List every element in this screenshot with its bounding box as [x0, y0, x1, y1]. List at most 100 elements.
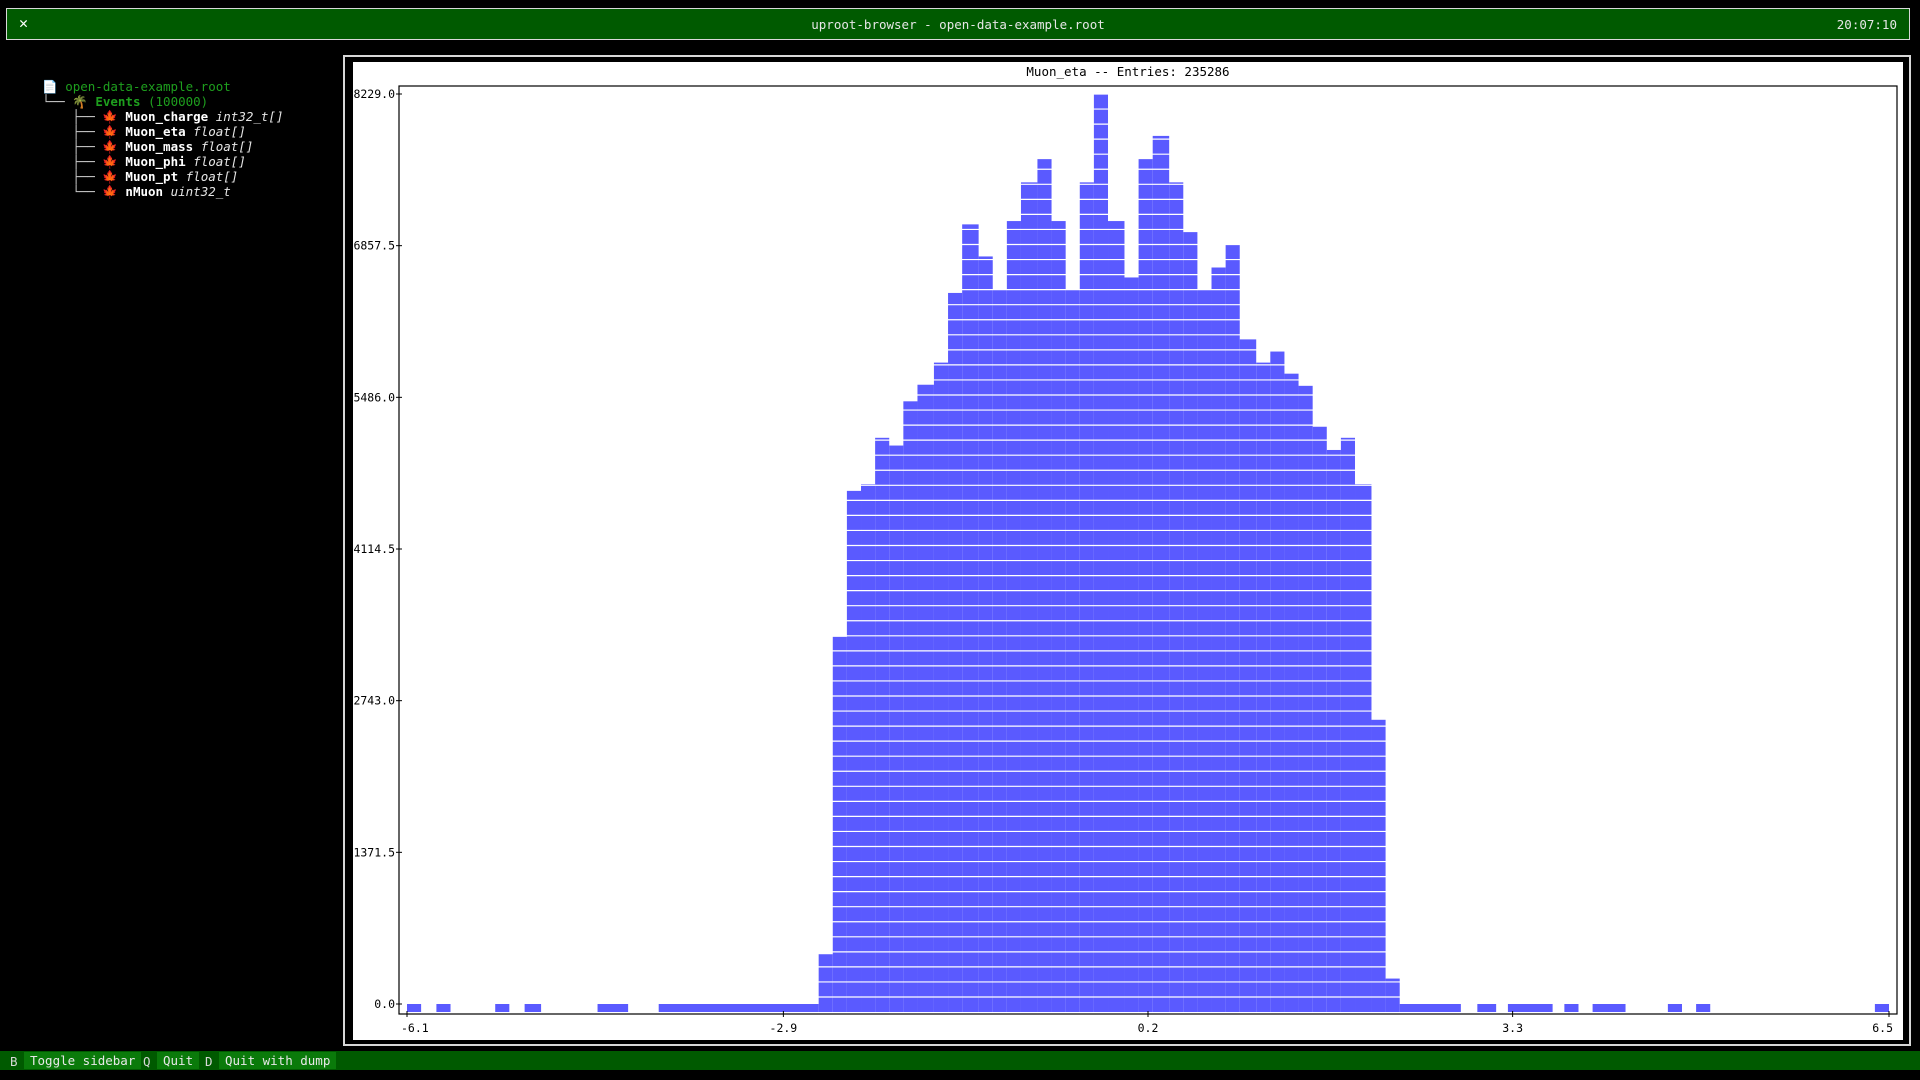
branch-type: int32_t[] — [215, 109, 284, 124]
histogram-bar — [978, 256, 993, 1012]
histogram-bar — [1667, 1004, 1682, 1012]
branch-name: Muon_eta — [125, 124, 186, 139]
histogram-bar — [597, 1004, 629, 1012]
histogram-bar — [861, 484, 876, 1012]
tree-icon: 🌴 — [72, 94, 96, 109]
tree-branch-item[interactable]: ├── 🍁 Muon_pt float[] — [42, 169, 239, 184]
histogram-bar — [1169, 182, 1184, 1012]
histogram-bar — [917, 384, 934, 1012]
histogram-bar — [1564, 1004, 1579, 1012]
plot-title: Muon_eta -- Entries: 235286 — [1026, 64, 1230, 79]
x-tick-label: -6.1 — [401, 1021, 429, 1035]
title-bar: ✕ uproot-browser - open-data-example.roo… — [6, 8, 1910, 40]
y-tick-label: 0.0 — [374, 997, 395, 1011]
branch-name: Muon_charge — [125, 109, 209, 124]
toggle-sidebar-button[interactable]: Toggle sidebar — [24, 1052, 142, 1069]
histogram-bar — [1270, 351, 1285, 1012]
histogram-bar — [436, 1004, 451, 1012]
histogram-bar — [962, 224, 979, 1012]
key-hint: D — [205, 1054, 213, 1069]
tree-branch-item[interactable]: ├── 🍁 Muon_mass float[] — [42, 139, 254, 154]
histogram-bar — [1183, 232, 1198, 1012]
window-title: uproot-browser - open-data-example.root — [811, 17, 1105, 32]
histogram-bar — [875, 437, 890, 1013]
histogram-bar — [658, 1004, 819, 1012]
branch-name: nMuon — [125, 184, 164, 199]
tree-name: Events — [95, 94, 141, 109]
tree-root-file[interactable]: 📄 open-data-example.root — [12, 64, 231, 109]
leaf-array-icon: 🍁 — [102, 154, 126, 169]
leaf-array-icon: 🍁 — [102, 169, 126, 184]
histogram-bar — [1006, 221, 1021, 1012]
branch-type: uint32_t — [170, 184, 231, 199]
y-tick-label: 5486.0 — [353, 390, 395, 404]
file-icon: 📄 — [42, 79, 66, 94]
quit-with-dump-button[interactable]: Quit with dump — [219, 1052, 337, 1069]
sidebar-tree: 📄 open-data-example.root └── 🌴 Events (1… — [0, 48, 340, 1048]
histogram-bar — [1507, 1004, 1553, 1012]
y-tick-label: 1371.5 — [353, 845, 395, 859]
histogram-bar — [1312, 426, 1327, 1013]
key-hint: Q — [143, 1054, 151, 1069]
histogram-bar — [1037, 159, 1052, 1012]
leaf-array-icon: 🍁 — [102, 109, 126, 124]
histogram-bar — [818, 954, 833, 1012]
histogram-bar — [1874, 1004, 1889, 1012]
tree-branch-item[interactable]: ├── 🍁 Muon_phi float[] — [42, 154, 246, 169]
branch-type: float[] — [193, 154, 246, 169]
quit-button[interactable]: Quit — [157, 1052, 200, 1069]
branch-type: float[] — [185, 169, 239, 184]
tree-branch-item[interactable]: ├── 🍁 Muon_eta float[] — [42, 124, 246, 139]
leaf-scalar-icon: 🍁 — [102, 184, 126, 199]
histogram-bar — [1051, 221, 1066, 1012]
histogram-bar — [1124, 277, 1139, 1012]
status-bar: B Toggle sidebar Q Quit D Quit with dump — [0, 1050, 1920, 1072]
histogram-bar — [1108, 221, 1125, 1012]
y-tick-label: 2743.0 — [353, 694, 395, 708]
histogram-bar — [407, 1004, 422, 1012]
histogram-bar — [1020, 182, 1038, 1012]
tree-count: (100000) — [148, 94, 209, 109]
histogram-chart: 0.0 1371.5 2743.0 4114.5 5486.0 6857.5 8229.0 -… — [353, 85, 1898, 1035]
y-tick-label: 8229.0 — [353, 87, 395, 101]
y-tick-label: 4114.5 — [353, 542, 395, 556]
histogram-bar — [1326, 449, 1341, 1012]
status-strip — [0, 1051, 1920, 1070]
histogram-bar — [1239, 339, 1257, 1012]
histogram-bar — [1256, 362, 1271, 1012]
branch-name: Muon_mass — [125, 139, 194, 154]
histogram-bar — [1093, 94, 1109, 1012]
histogram-bar — [1298, 385, 1313, 1013]
histogram-bar — [903, 401, 918, 1013]
histogram-bar — [1696, 1004, 1711, 1012]
histogram-bar — [846, 490, 862, 1013]
leaf-array-icon: 🍁 — [102, 124, 126, 139]
root-file-label: open-data-example.root — [65, 79, 231, 94]
histogram-bar — [1385, 978, 1400, 1012]
histogram-bar — [1152, 135, 1170, 1013]
x-tick-label: -2.9 — [770, 1021, 798, 1035]
clock: 20:07:10 — [1836, 17, 1897, 32]
tree-branch-item[interactable]: └── 🍁 nMuon uint32_t — [42, 184, 231, 199]
histogram-bar — [1225, 244, 1240, 1012]
histogram-plot: 0.0 1371.5 2743.0 4114.5 5486.0 6857.5 8229.0 -… — [353, 62, 1903, 1040]
histogram-bar — [1355, 484, 1372, 1012]
branch-type: float[] — [193, 124, 246, 139]
histogram-bar — [495, 1004, 510, 1012]
close-icon[interactable]: ✕ — [19, 14, 29, 32]
tree-branch-item[interactable]: ├── 🍁 Muon_charge int32_t[] — [42, 109, 284, 124]
histogram-bar — [1592, 1004, 1626, 1012]
tree-node-events[interactable]: └── 🌴 Events (100000) — [42, 94, 209, 109]
histogram-bar — [1138, 159, 1153, 1012]
branch-name: Muon_phi — [125, 154, 186, 169]
histogram-bar — [933, 362, 949, 1012]
x-tick-label: 0.2 — [1138, 1021, 1159, 1035]
histogram-bar — [832, 636, 847, 1012]
x-tick-label: 3.3 — [1502, 1021, 1523, 1035]
histogram-bar — [889, 445, 904, 1012]
histogram-bar — [1399, 1004, 1461, 1012]
histogram-bar — [948, 292, 963, 1012]
histogram-bar — [1211, 267, 1226, 1013]
x-tick-label: 6.5 — [1872, 1021, 1893, 1035]
branch-name: Muon_pt — [125, 169, 179, 184]
